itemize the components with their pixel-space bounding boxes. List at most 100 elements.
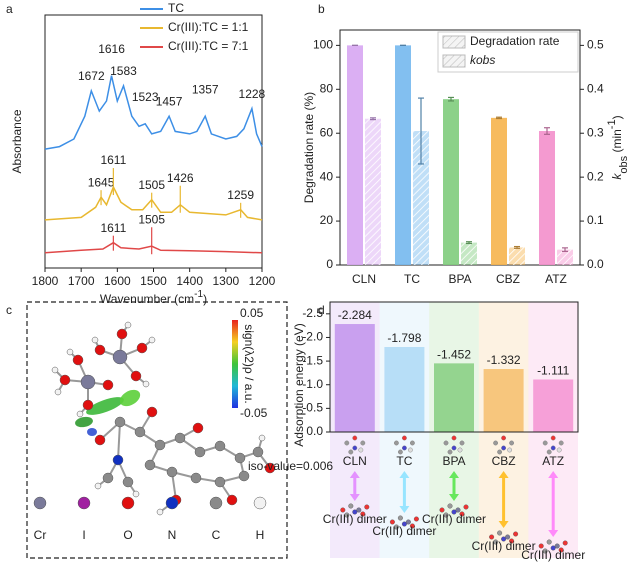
dimer-atom [447,503,453,509]
dimer-atom [348,503,354,509]
molecule-atom [501,445,506,451]
atom-legend [33,496,47,510]
atom [132,490,140,498]
dimer-atom [455,507,461,513]
atom-legend [209,496,223,510]
panel-label: b [318,2,325,16]
bar [483,369,524,432]
x-tick-label: CLN [343,454,367,468]
molecule-atom [497,449,502,455]
molecule-atom [556,447,562,453]
atom [154,439,166,451]
y-axis-label: Absorbance [10,109,24,173]
x-tick-label: ATZ [545,272,567,286]
dimer-atom [451,509,457,515]
peak-label: 1616 [98,42,125,56]
y2-tick-label: 0.0 [587,257,604,271]
y-tick-label: 80 [320,81,334,95]
peak-label: 1457 [156,94,183,108]
y-tick-label: -2.5 [302,306,323,320]
atom [94,344,106,356]
spectrum-line [44,75,263,150]
colorbar-tick-label: 0.05 [240,306,264,320]
spectrum-line [44,241,263,254]
atom [190,472,202,484]
x-tick-label: BPA [442,454,465,468]
bar [491,117,507,265]
value-label: -2.284 [338,308,372,322]
atom-legend-label: I [82,528,85,542]
x-axis-label-part: -1 [194,289,203,300]
x-tick-label: CLN [352,272,376,286]
legend-label: Cr(III):TC = 7:1 [168,39,249,53]
atom-legend-label: H [256,528,265,542]
atom [148,336,156,344]
y-tick-label: -1.5 [302,353,323,367]
dimer-atom [340,507,346,513]
atom [146,406,158,418]
molecule-atom [401,445,407,451]
molecule [51,321,276,516]
atom [194,446,206,458]
panel-label: a [6,2,13,16]
x-tick-label: 1700 [68,274,95,288]
atom [226,494,238,506]
x-tick-label: 1400 [176,274,203,288]
atom [102,472,114,484]
molecule-atom [401,435,407,441]
peak-label: 1357 [192,82,219,96]
atom [130,370,142,382]
atom [72,354,84,366]
molecule-atom [546,449,552,455]
atom-legend [121,496,135,510]
dimer-atom [393,524,399,530]
colorbar-tick-label: -0.05 [240,406,268,420]
arrow-head [548,471,559,478]
atom [134,426,146,438]
bar [334,324,375,432]
isosurface [86,397,124,415]
bar [395,45,411,265]
bar [539,131,555,265]
x-tick-label: CBZ [492,454,516,468]
dimer-atom [501,536,507,542]
molecule-atom [358,447,364,453]
atom [214,440,226,452]
atom [116,328,128,340]
atom [166,466,178,478]
x-axis-label: Wavenumber (cm-1) [100,289,207,306]
dimer-label: Cr(III) dimer [372,524,436,538]
iso-label: iso-value=0.006 [248,459,333,473]
x-tick-label: CBZ [496,272,520,286]
arrow-head [349,494,360,501]
legend-label: Cr(III):TC = 1:1 [168,20,249,34]
atom-legend-label: C [212,528,221,542]
peak-label: 1505 [138,178,165,192]
bar [533,379,574,432]
atom [112,454,124,466]
value-label: -1.332 [487,353,521,367]
x-axis-label-part: ) [203,292,207,306]
arrow-head [449,471,459,478]
x-tick-label: 1300 [212,274,239,288]
y-tick-label: 0.0 [306,424,323,438]
legend-label: kobs [470,53,495,67]
legend-swatch [442,54,466,68]
atom [94,482,102,490]
y-axis-label: Degradation rate (%) [302,92,316,203]
dimer-atom [389,519,395,525]
molecule-atom [348,449,354,455]
spectrum-line [44,185,263,221]
atom [54,388,62,396]
arrow-head [498,471,509,478]
molecule-atom [407,447,413,453]
isosurface [119,389,141,407]
peak-label: 1505 [138,212,165,226]
y2-tick-label: 0.4 [587,81,604,95]
bar [434,363,474,432]
dimer-atom [493,539,499,545]
peak-label: 1259 [227,188,254,202]
molecule-atom [397,449,403,455]
dimer-atom [413,516,419,522]
atom [136,342,148,354]
